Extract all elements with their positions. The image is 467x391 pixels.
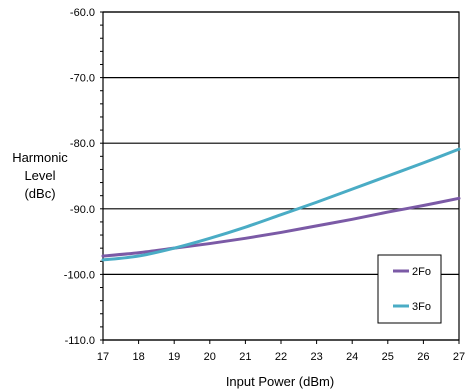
legend-label-2fo: 2Fo — [412, 266, 431, 278]
x-tick-label: 23 — [310, 351, 322, 363]
y-axis-title-line-1: Harmonic — [12, 150, 68, 165]
x-tick-label: 22 — [275, 351, 287, 363]
legend-label-3fo: 3Fo — [412, 301, 431, 313]
series-layer — [101, 147, 461, 262]
x-axis-title: Input Power (dBm) — [226, 374, 334, 389]
x-tick-label: 26 — [417, 351, 429, 363]
x-tick-label: 25 — [382, 351, 394, 363]
series-line-3fo — [101, 147, 461, 262]
y-tick-label: -110.0 — [65, 335, 95, 347]
legend-box — [377, 254, 442, 324]
y-tick-label: -80.0 — [70, 138, 95, 150]
y-tick-labels: -60.0 -70.0 -80.0 -90.0 -100.0 -110.0 — [64, 7, 95, 347]
y-axis-title-line-3: (dBc) — [24, 186, 55, 201]
y-tick-label: -60.0 — [70, 7, 95, 19]
y-tick-label: -100.0 — [64, 269, 95, 281]
y-tick-label: -90.0 — [70, 204, 95, 216]
y-tick-label: -70.0 — [70, 73, 95, 85]
x-tick-label: 18 — [132, 351, 144, 363]
series-line-2fo — [101, 196, 461, 258]
x-tick-label: 27 — [453, 351, 465, 363]
x-tick-label: 20 — [204, 351, 216, 363]
legend: 2Fo 3Fo — [377, 254, 442, 324]
x-tick-label: 24 — [346, 351, 358, 363]
x-tick-label: 17 — [97, 351, 109, 363]
x-tick-label: 19 — [168, 351, 180, 363]
y-axis-title-line-2: Level — [24, 168, 55, 183]
x-tick-label: 21 — [239, 351, 251, 363]
plot-frame — [102, 11, 460, 341]
x-tick-labels: 17 18 19 20 21 22 23 24 25 26 27 — [97, 351, 465, 363]
